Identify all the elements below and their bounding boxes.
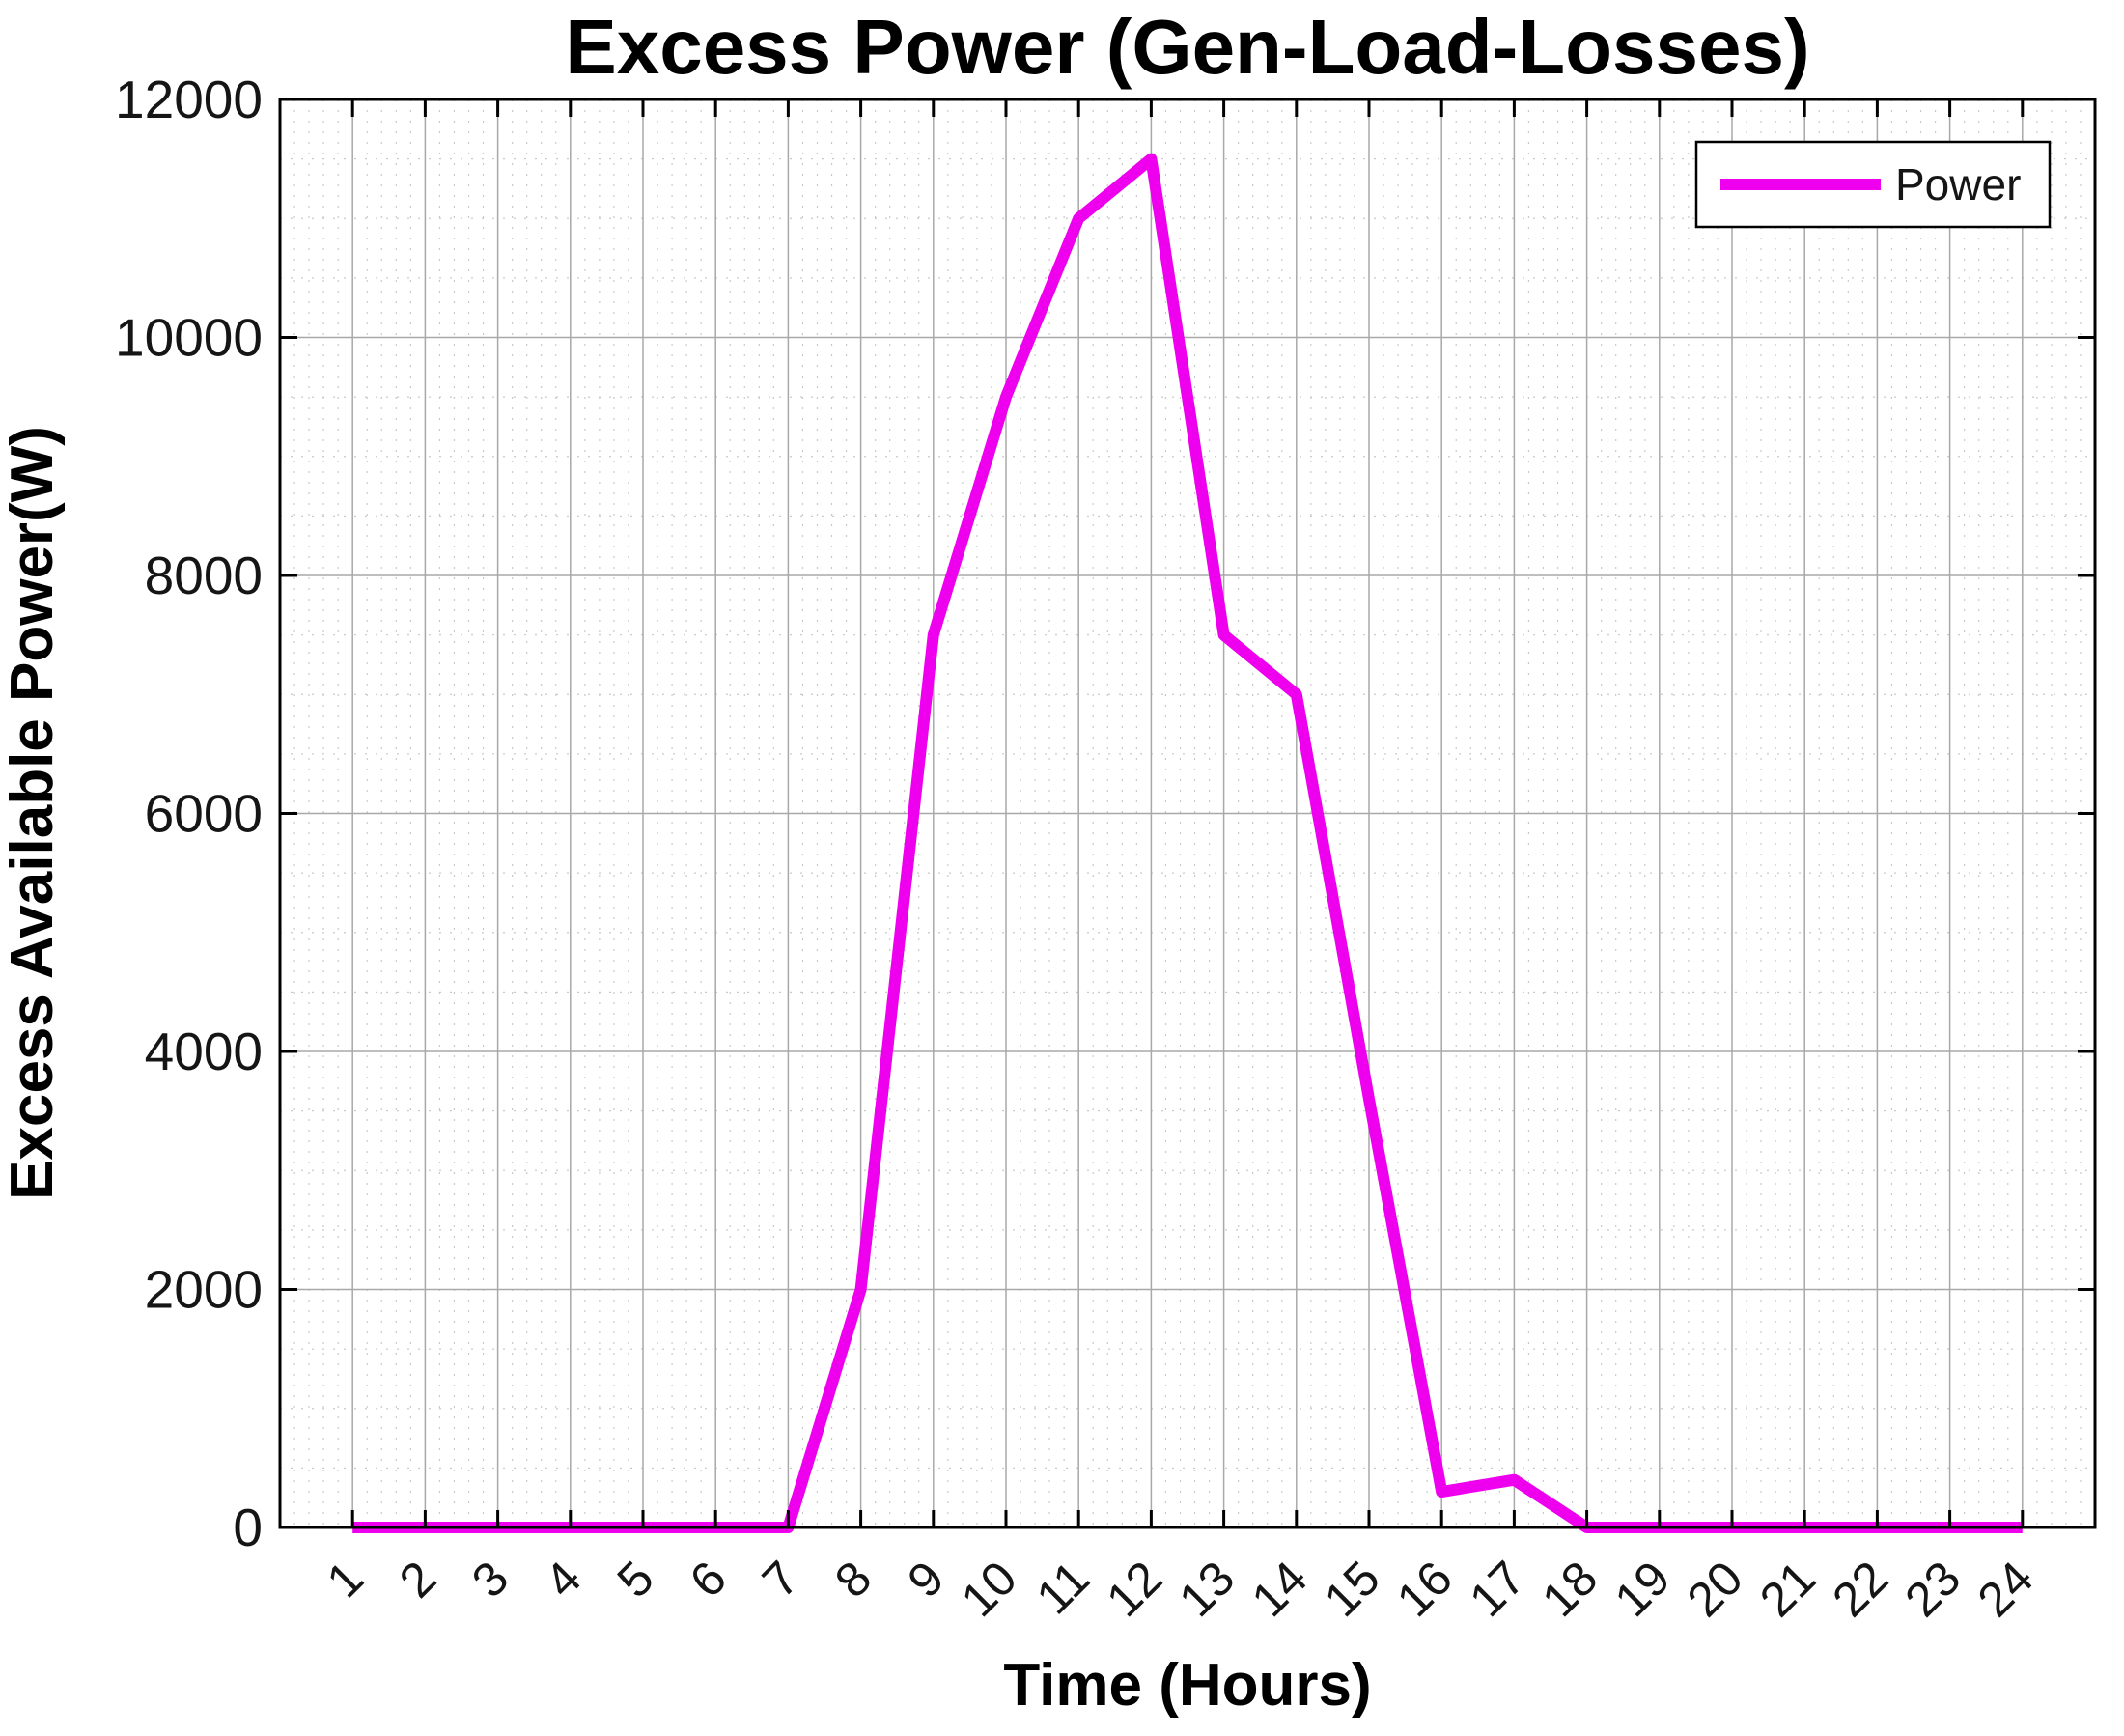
y-tick-label: 12000 [115, 70, 263, 129]
x-tick-label: 9 [897, 1551, 954, 1608]
x-tick-label: 23 [1894, 1551, 1970, 1627]
axis-box-and-ticks [278, 98, 2097, 1529]
x-tick-label: 10 [951, 1551, 1027, 1627]
y-tick-label: 8000 [145, 546, 263, 605]
x-tick-label: 20 [1677, 1551, 1753, 1627]
power-line [352, 153, 2023, 1533]
x-tick-label: 16 [1386, 1551, 1463, 1627]
x-tick-label: 14 [1242, 1551, 1318, 1627]
y-tick-label: 2000 [145, 1260, 263, 1320]
x-tick-label: 7 [752, 1551, 809, 1608]
y-tick-label: 0 [233, 1498, 263, 1557]
x-tick-label: 19 [1605, 1551, 1681, 1627]
x-tick-label: 17 [1459, 1551, 1535, 1627]
x-axis-label: Time (Hours) [1003, 1652, 1371, 1719]
x-tick-label: 22 [1822, 1551, 1898, 1627]
legend: Power [1694, 140, 2052, 229]
x-tick-label: 21 [1749, 1551, 1826, 1627]
x-tick-label: 24 [1968, 1551, 2044, 1627]
x-tick-label: 6 [680, 1551, 737, 1608]
y-axis-label: Excess Available Power(W) [0, 426, 66, 1200]
y-tick-label: 4000 [145, 1022, 263, 1081]
x-tick-label: 3 [461, 1551, 518, 1608]
x-tick-label: 5 [607, 1551, 664, 1608]
x-tick-label: 18 [1531, 1551, 1607, 1627]
power-line-series [352, 153, 2023, 1533]
x-tick-label: 8 [824, 1551, 881, 1608]
major-grid [280, 99, 2095, 1527]
y-tick-label: 6000 [145, 784, 263, 844]
x-tick-label: 4 [534, 1551, 591, 1608]
x-tick-label: 1 [317, 1551, 374, 1608]
y-tick-label: 10000 [115, 308, 263, 368]
legend-label: Power [1895, 159, 2021, 210]
x-tick-label: 15 [1314, 1551, 1390, 1627]
chart-title: Excess Power (Gen-Load-Losses) [565, 4, 1809, 90]
x-tick-label: 11 [1026, 1551, 1100, 1624]
x-tick-label: 12 [1096, 1551, 1172, 1627]
x-tick-label: 13 [1168, 1551, 1244, 1627]
x-tick-label: 2 [389, 1551, 446, 1608]
